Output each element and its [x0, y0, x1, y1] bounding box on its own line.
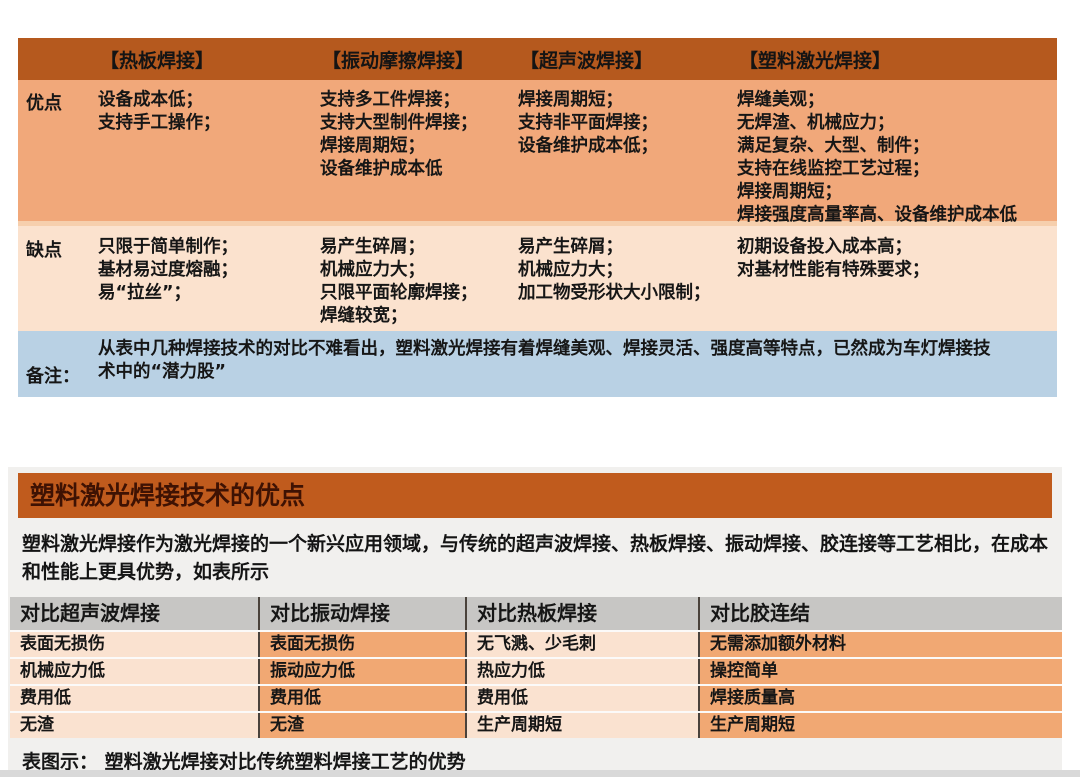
table2-header-vs-ultrasonic: 对比超声波焊接	[20, 601, 160, 625]
table2-cell: 无渣	[258, 713, 465, 738]
table-cell-disadvantages-hot-plate: 只限于简单制作； 基材易过度熔融； 易“拉丝”；	[98, 237, 238, 303]
table-cell-advantages-ultrasonic: 焊接周期短； 支持非平面焊接； 设备维护成本低；	[518, 90, 658, 156]
table2-cell: 热应力低	[465, 659, 698, 684]
table1-column-header-ultrasonic: 【超声波焊接】	[520, 49, 654, 72]
table2-row: 机械应力低 振动应力低 热应力低 操控简单	[10, 657, 1062, 684]
table2-cell: 表面无损伤	[258, 632, 465, 657]
note-row-label: 备注：	[26, 366, 80, 387]
table2-cell: 费用低	[10, 686, 258, 711]
section-title-bar: 塑料激光焊接技术的优点	[18, 473, 1052, 518]
table-caption: 表图示： 塑料激光焊接对比传统塑料焊接工艺的优势	[22, 751, 466, 773]
table-cell-disadvantages-plastic-laser: 初期设备投入成本高； 对基材性能有特殊要求；	[737, 237, 930, 280]
table1-column-header-vibration-friction: 【振动摩擦焊接】	[322, 49, 475, 72]
laser-welding-advantages-section: 塑料激光焊接技术的优点 塑料激光焊接作为激光焊接的一个新兴应用领域，与传统的超声…	[8, 467, 1062, 777]
table2-cell: 焊接质量高	[698, 686, 1062, 711]
table2-cell: 振动应力低	[258, 659, 465, 684]
table-cell-advantages-hot-plate: 设备成本低； 支持手工操作；	[98, 90, 221, 133]
table1-column-header-hot-plate: 【热板焊接】	[100, 49, 215, 72]
table1-column-header-plastic-laser: 【塑料激光焊接】	[739, 49, 892, 72]
table2-cell: 无渣	[10, 713, 258, 738]
disadvantages-row-label: 缺点	[26, 240, 62, 261]
table2-cell: 操控简单	[698, 659, 1062, 684]
table1-header-row: 【热板焊接】 【振动摩擦焊接】 【超声波焊接】 【塑料激光焊接】	[18, 38, 1057, 80]
table-cell-disadvantages-vibration-friction: 易产生碎屑； 机械应力大； 只限平面轮廓焊接； 焊缝较宽；	[320, 237, 478, 326]
table2-row: 表面无损伤 表面无损伤 无飞溅、少毛刺 无需添加额外材料	[10, 630, 1062, 657]
section-description: 塑料激光焊接作为激光焊接的一个新兴应用领域，与传统的超声波焊接、热板焊接、振动焊…	[22, 533, 1049, 583]
table2-header-vs-adhesive: 对比胶连结	[698, 597, 1062, 630]
table2-row: 无渣 无渣 生产周期短 生产周期短	[10, 711, 1062, 738]
table2-cell: 无需添加额外材料	[698, 632, 1062, 657]
table1-row-divider	[18, 221, 1057, 226]
advantages-row-label: 优点	[26, 93, 62, 114]
table1-note-row: 备注： 从表中几种焊接技术的对比不难看出，塑料激光焊接有着焊缝美观、焊接灵活、强…	[18, 331, 1057, 397]
table2-cell: 表面无损伤	[10, 632, 258, 657]
table2-cell: 机械应力低	[10, 659, 258, 684]
table2-cell: 生产周期短	[465, 713, 698, 738]
table2-cell: 费用低	[465, 686, 698, 711]
table2-row: 费用低 费用低 费用低 焊接质量高	[10, 684, 1062, 711]
table1-advantages-row: 优点 设备成本低； 支持手工操作； 支持多工件焊接； 支持大型制件焊接； 焊接周…	[18, 80, 1057, 225]
table2-header-vs-hot-plate: 对比热板焊接	[465, 597, 698, 630]
table2-cell: 费用低	[258, 686, 465, 711]
table2-header-vs-vibration: 对比振动焊接	[258, 597, 465, 630]
table-cell-advantages-plastic-laser: 焊缝美观； 无焊渣、机械应力； 满足复杂、大型、制件； 支持在线监控工艺过程； …	[737, 90, 1017, 225]
table2-cell: 生产周期短	[698, 713, 1062, 738]
laser-vs-traditional-table: 对比超声波焊接 对比振动焊接 对比热板焊接 对比胶连结 表面无损伤 表面无损伤 …	[10, 597, 1062, 738]
table2-header-row: 对比超声波焊接 对比振动焊接 对比热板焊接 对比胶连结	[10, 597, 1062, 630]
table-cell-advantages-vibration-friction: 支持多工件焊接； 支持大型制件焊接； 焊接周期短； 设备维护成本低	[320, 90, 478, 179]
table-cell-disadvantages-ultrasonic: 易产生碎屑； 机械应力大； 加工物受形状大小限制；	[518, 237, 711, 303]
table2-cell: 无飞溅、少毛刺	[465, 632, 698, 657]
section-title: 塑料激光焊接技术的优点	[30, 481, 306, 510]
note-text: 从表中几种焊接技术的对比不难看出，塑料激光焊接有着焊缝美观、焊接灵活、强度高等特…	[98, 339, 991, 382]
bottom-strip	[0, 770, 1080, 777]
welding-comparison-table: 【热板焊接】 【振动摩擦焊接】 【超声波焊接】 【塑料激光焊接】 优点 设备成本…	[18, 38, 1057, 397]
table1-disadvantages-row: 缺点 只限于简单制作； 基材易过度熔融； 易“拉丝”； 易产生碎屑； 机械应力大…	[18, 226, 1057, 331]
